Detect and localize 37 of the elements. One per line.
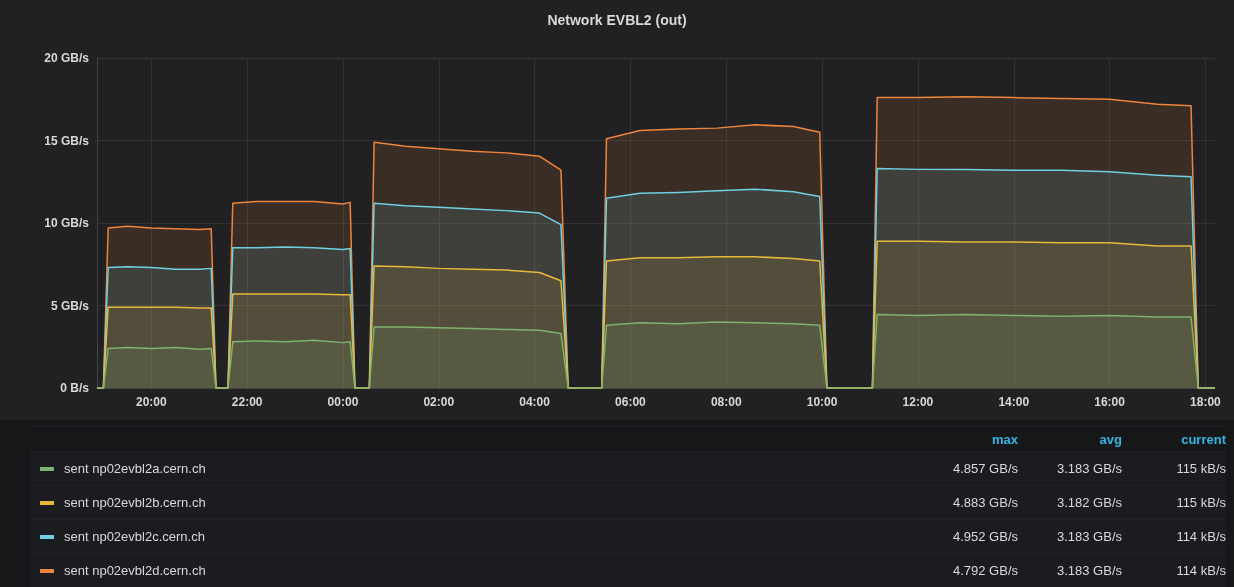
legend-label: sent np02evbl2a.cern.ch xyxy=(64,461,206,476)
y-tick-label: 0 B/s xyxy=(60,381,90,395)
text: 114 kB/s xyxy=(1175,563,1226,578)
legend-label: sent np02evbl2b.cern.ch xyxy=(64,495,206,510)
x-tick-label: 20:00 xyxy=(135,395,167,409)
x-tick-label: 18:00 xyxy=(1190,395,1222,409)
text: 4.857 GB/s xyxy=(951,461,1018,476)
y-tick-label: 15 GB/s xyxy=(44,133,90,148)
x-tick-label: 08:00 xyxy=(710,395,742,409)
chart-title: Network EVBL2 (out) xyxy=(547,12,687,28)
y-tick-label: 10 GB/s xyxy=(44,216,90,230)
x-tick-label: 10:00 xyxy=(806,395,838,409)
y-tick-label: 5 GB/s xyxy=(50,298,90,313)
x-tick-label: 14:00 xyxy=(998,395,1030,409)
x-tick-label: 06:00 xyxy=(615,395,647,409)
y-tick-label: 20 GB/s xyxy=(44,51,90,65)
x-tick-label: 16:00 xyxy=(1094,395,1126,409)
text: 4.883 GB/s xyxy=(951,495,1018,510)
legend-label: sent np02evbl2d.cern.ch xyxy=(64,563,206,578)
x-tick-label: 02:00 xyxy=(423,395,455,409)
text: 4.792 GB/s xyxy=(951,563,1018,578)
text: 115 kB/s xyxy=(1175,495,1226,510)
x-tick-label: 22:00 xyxy=(231,395,263,409)
text: 3.183 GB/s xyxy=(1055,563,1122,578)
text: 115 kB/s xyxy=(1175,461,1226,476)
x-tick-label: 04:00 xyxy=(519,395,551,409)
text: 4.952 GB/s xyxy=(951,529,1018,544)
text: current xyxy=(1180,431,1226,447)
text: 3.182 GB/s xyxy=(1055,495,1122,510)
text: 3.183 GB/s xyxy=(1055,461,1122,476)
legend-label: sent np02evbl2c.cern.ch xyxy=(64,529,205,544)
text: 114 kB/s xyxy=(1175,529,1226,544)
text: max xyxy=(990,431,1018,447)
text: 3.183 GB/s xyxy=(1055,529,1122,544)
x-tick-label: 00:00 xyxy=(327,395,359,409)
text: avg xyxy=(1098,431,1122,447)
x-tick-label: 12:00 xyxy=(902,395,934,409)
